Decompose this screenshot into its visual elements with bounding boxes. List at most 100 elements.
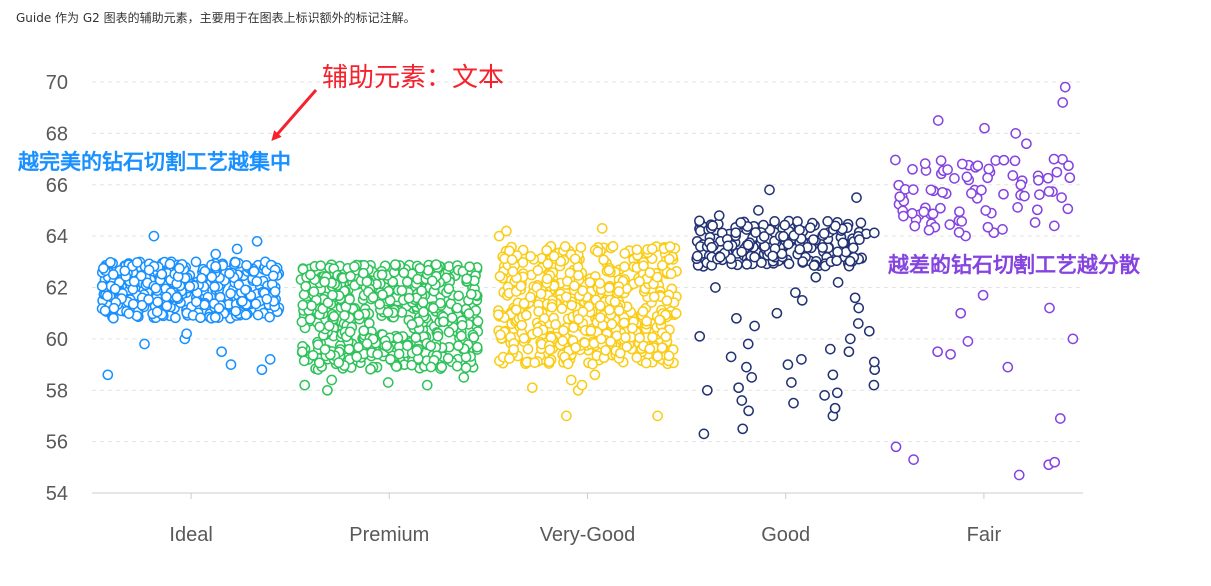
data-point-good <box>741 258 753 270</box>
x-tick-label: Ideal <box>169 524 212 546</box>
y-tick-label: 56 <box>46 432 68 454</box>
data-point-premium <box>322 384 333 396</box>
data-point-ideal <box>209 311 221 323</box>
grid-lines <box>92 81 1083 443</box>
data-point-ideal <box>96 280 108 292</box>
data-point-fair <box>980 205 992 216</box>
data-point-very-good <box>637 306 649 317</box>
data-point-good <box>742 338 754 350</box>
data-point-very-good <box>566 299 578 311</box>
data-point-fair <box>1021 138 1032 150</box>
data-point-fair <box>1002 361 1014 373</box>
data-point-premium <box>313 357 325 369</box>
data-point-premium <box>298 355 310 367</box>
data-point-very-good <box>595 312 606 323</box>
data-point-premium <box>406 359 418 371</box>
data-point-very-good <box>575 242 587 253</box>
data-point-premium <box>416 285 427 297</box>
data-point-good <box>808 260 820 271</box>
data-point-fair <box>935 155 947 166</box>
data-point-very-good <box>494 270 506 282</box>
data-point-very-good <box>520 309 532 321</box>
annotation-title: 辅助元素：文本 <box>322 63 504 93</box>
data-point-ideal <box>206 271 218 283</box>
data-point-very-good <box>570 342 582 353</box>
data-point-ideal <box>251 235 263 247</box>
data-point-very-good <box>613 305 625 316</box>
data-point-good <box>722 240 734 252</box>
data-point-very-good <box>525 291 536 303</box>
data-point-very-good <box>493 309 504 321</box>
data-point-very-good <box>606 318 618 330</box>
data-point-good <box>854 234 865 245</box>
data-point-fair <box>1048 153 1060 165</box>
data-point-premium <box>435 297 446 309</box>
data-point-very-good <box>670 308 682 319</box>
data-point-very-good <box>506 254 518 266</box>
data-point-very-good <box>647 331 658 343</box>
data-point-fair <box>1033 174 1044 186</box>
data-point-very-good <box>584 276 596 288</box>
data-point-fair <box>1031 204 1043 216</box>
data-point-good <box>733 382 744 394</box>
y-tick-label: 62 <box>46 278 68 300</box>
data-point-good <box>782 359 794 370</box>
data-point-very-good <box>657 260 668 271</box>
data-point-premium <box>385 353 396 365</box>
data-point-ideal <box>151 306 163 318</box>
data-point-premium <box>327 289 338 301</box>
data-point-fair <box>1029 217 1041 228</box>
data-point-good <box>831 387 843 399</box>
data-point-very-good <box>603 282 615 294</box>
y-tick-label: 68 <box>46 123 68 145</box>
data-point-ideal <box>196 272 207 284</box>
data-point-fair <box>998 188 1009 200</box>
data-point-fair <box>907 163 918 175</box>
data-point-premium <box>414 262 426 274</box>
data-point-very-good <box>595 333 607 345</box>
data-point-fair <box>894 191 906 203</box>
data-point-very-good <box>603 264 615 276</box>
data-point-ideal <box>136 299 148 311</box>
data-point-very-good <box>579 337 591 349</box>
data-point-good <box>783 258 795 270</box>
data-point-very-good <box>573 313 584 325</box>
data-point-premium <box>453 340 464 352</box>
data-point-premium <box>328 310 340 322</box>
x-tick-label: Very-Good <box>540 524 636 546</box>
data-point-very-good <box>585 325 597 337</box>
data-point-fair <box>1049 456 1061 468</box>
data-point-ideal <box>224 268 235 280</box>
data-point-fair <box>1056 192 1067 203</box>
data-point-good <box>796 354 807 365</box>
data-point-very-good <box>618 317 630 329</box>
data-point-premium <box>451 302 463 314</box>
data-point-fair <box>942 164 953 175</box>
data-point-fair <box>977 289 989 301</box>
data-point-good <box>852 318 864 329</box>
data-point-premium <box>344 326 356 338</box>
data-point-premium <box>319 276 330 288</box>
data-point-fair <box>1013 469 1025 481</box>
annotation-ideal-text: 越完美的钻石切割工艺越集中 <box>17 150 291 174</box>
data-point-premium <box>456 320 468 331</box>
data-point-good <box>849 292 861 304</box>
data-point-premium <box>418 306 429 318</box>
data-point-fair <box>907 184 919 195</box>
data-point-premium <box>392 332 404 344</box>
data-point-premium <box>322 297 334 309</box>
data-point-fair <box>927 208 939 220</box>
data-point-good <box>868 379 880 391</box>
data-point-good <box>713 210 725 221</box>
data-point-good <box>736 395 748 406</box>
data-point-ideal <box>216 346 227 358</box>
data-point-very-good <box>663 350 675 362</box>
data-point-good <box>698 428 710 440</box>
data-point-ideal <box>148 230 160 242</box>
data-point-premium <box>353 309 365 321</box>
data-points <box>96 81 1079 481</box>
data-point-premium <box>365 363 376 375</box>
data-point-good <box>694 215 705 227</box>
data-point-premium <box>333 357 345 368</box>
data-point-fair <box>1042 172 1054 184</box>
